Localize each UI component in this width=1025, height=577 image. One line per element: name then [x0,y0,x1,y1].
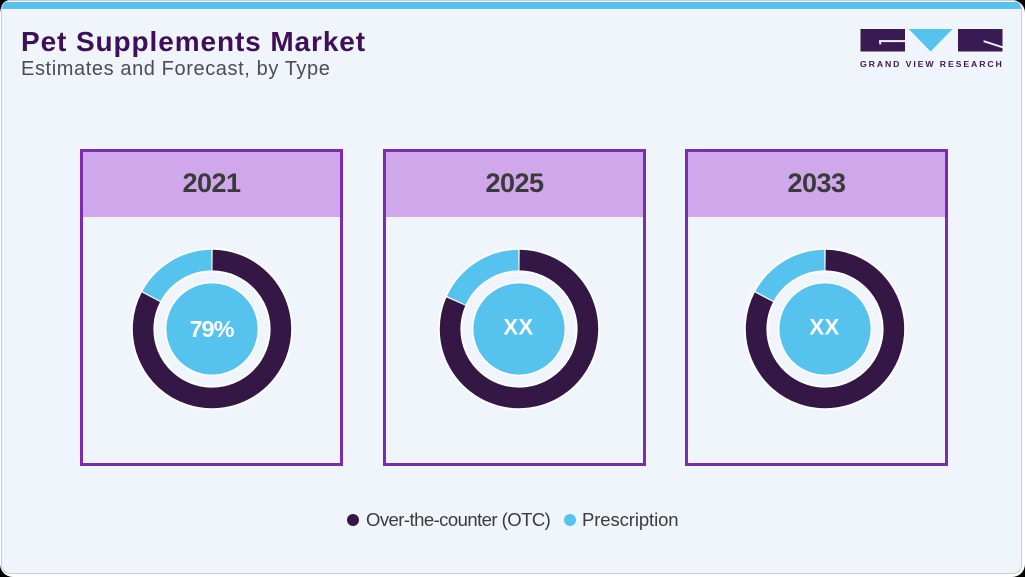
svg-text:GRAND VIEW RESEARCH: GRAND VIEW RESEARCH [860,59,1004,69]
